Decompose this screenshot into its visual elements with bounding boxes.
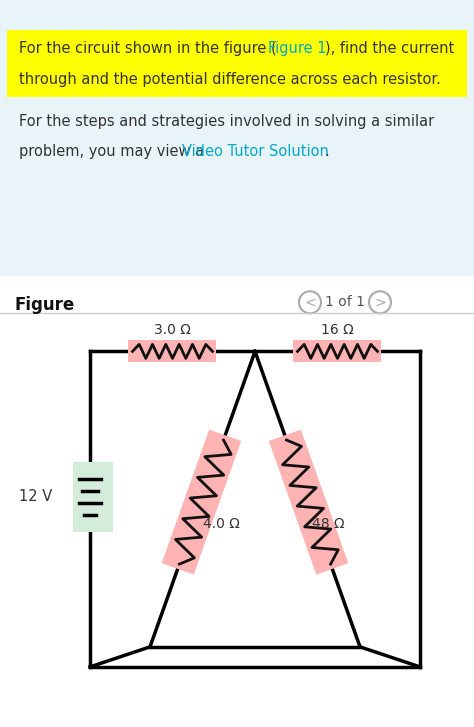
Text: 3.0 Ω: 3.0 Ω (154, 324, 191, 337)
FancyBboxPatch shape (73, 462, 113, 531)
Text: problem, you may view a: problem, you may view a (19, 145, 209, 159)
Text: For the steps and strategies involved in solving a similar: For the steps and strategies involved in… (19, 114, 434, 129)
FancyBboxPatch shape (7, 63, 467, 97)
Text: 48 Ω: 48 Ω (312, 517, 345, 531)
Text: ), find the current: ), find the current (325, 41, 454, 56)
Text: 12 V: 12 V (19, 489, 52, 504)
FancyBboxPatch shape (7, 31, 467, 65)
Text: >: > (374, 295, 386, 309)
FancyBboxPatch shape (293, 340, 382, 362)
Text: For the circuit shown in the figure (: For the circuit shown in the figure ( (19, 41, 277, 56)
Text: <: < (304, 295, 316, 309)
Polygon shape (162, 430, 241, 574)
Text: Figure: Figure (15, 297, 75, 314)
Text: Video Tutor Solution: Video Tutor Solution (182, 145, 329, 159)
FancyBboxPatch shape (0, 0, 474, 276)
Text: 1 of 1: 1 of 1 (325, 295, 365, 309)
Text: through and the potential difference across each resistor.: through and the potential difference acr… (19, 72, 441, 87)
Text: .: . (325, 145, 329, 159)
Text: Figure 1: Figure 1 (268, 41, 326, 56)
Polygon shape (269, 430, 348, 574)
Text: 4.0 Ω: 4.0 Ω (203, 517, 240, 531)
Text: 16 Ω: 16 Ω (321, 324, 354, 337)
FancyBboxPatch shape (128, 340, 217, 362)
